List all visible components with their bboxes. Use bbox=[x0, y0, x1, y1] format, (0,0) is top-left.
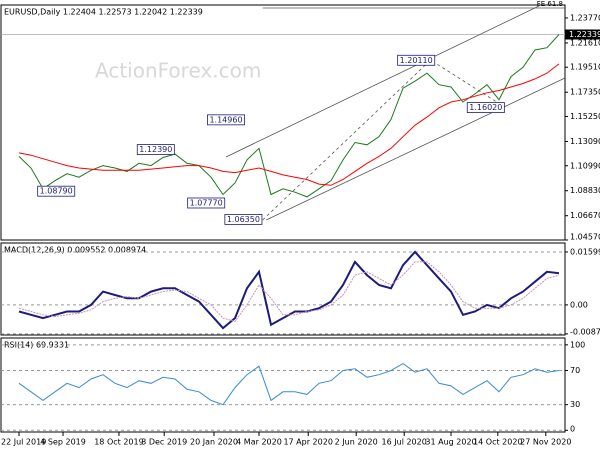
price-label: 1.12390 bbox=[139, 145, 172, 154]
panel-frame bbox=[0, 242, 566, 336]
x-tick-label: 31 Aug 2020 bbox=[425, 438, 476, 447]
last-price-label: 1.22339 bbox=[569, 30, 600, 39]
y-tick-label: 0.00 bbox=[570, 300, 588, 309]
y-tick-label: 1.19510 bbox=[570, 63, 600, 72]
series-line bbox=[18, 363, 560, 406]
series-line bbox=[18, 261, 560, 322]
y-tick-label: 1.08830 bbox=[570, 186, 600, 195]
trendline bbox=[266, 77, 566, 221]
x-tick-label: 4 Mar 2020 bbox=[236, 438, 282, 447]
trendline bbox=[225, 4, 542, 158]
x-tick-label: 2 Jun 2020 bbox=[335, 438, 378, 447]
price-label: 1.20110 bbox=[400, 56, 433, 65]
y-tick-label: 100 bbox=[570, 340, 585, 349]
price-label-box bbox=[397, 54, 436, 66]
price-label-box bbox=[224, 214, 263, 225]
y-tick-label: 1.13090 bbox=[570, 137, 600, 146]
price-label: 1.07770 bbox=[190, 198, 223, 207]
price-label-box bbox=[207, 114, 245, 126]
price-label: 1.14960 bbox=[209, 115, 242, 124]
y-tick-label: 1.04570 bbox=[570, 233, 600, 242]
price-label-box bbox=[136, 144, 175, 155]
y-tick-label: 1.23770 bbox=[570, 13, 600, 22]
y-tick-label: 70 bbox=[570, 366, 580, 375]
x-tick-label: 18 Oct 2019 bbox=[94, 438, 143, 447]
price-label-box bbox=[466, 102, 505, 113]
x-tick-label: 20 Jan 2020 bbox=[190, 438, 238, 447]
panel-title: RSI(14) 69.9331 bbox=[4, 341, 69, 350]
y-tick-label: 0 bbox=[570, 425, 575, 434]
y-tick-label: 1.17350 bbox=[570, 88, 600, 97]
price-label: 1.06350 bbox=[227, 215, 260, 224]
price-label: 1.08790 bbox=[40, 187, 73, 196]
y-tick-label: -0.00876 bbox=[570, 328, 600, 337]
watermark: ActionForex.com bbox=[95, 59, 261, 83]
price-label-box bbox=[37, 185, 76, 197]
panel-frame bbox=[0, 337, 566, 433]
x-tick-label: 16 Jul 2020 bbox=[382, 438, 427, 447]
series-line bbox=[18, 63, 560, 186]
x-tick-label: 22 Jul 2019 bbox=[1, 438, 46, 447]
price-label-box bbox=[187, 197, 226, 209]
fibo-label: FE 61.8 bbox=[537, 0, 563, 8]
x-tick-label: 27 Nov 2020 bbox=[520, 438, 571, 447]
panel-title: MACD(12,26,9) 0.009552 0.008974 bbox=[4, 246, 146, 255]
y-tick-label: 0.015991 bbox=[570, 247, 600, 256]
x-tick-label: 17 Apr 2020 bbox=[283, 438, 332, 447]
y-tick-label: 30 bbox=[570, 400, 580, 409]
x-tick-label: 3 Dec 2019 bbox=[141, 438, 187, 447]
y-tick-label: 1.21610 bbox=[570, 38, 600, 47]
y-tick-label: 1.06670 bbox=[570, 211, 600, 220]
x-tick-label: 14 Oct 2020 bbox=[473, 438, 522, 447]
panel-frame bbox=[0, 4, 566, 241]
last-price-box bbox=[565, 29, 600, 40]
y-tick-label: 1.15250 bbox=[570, 112, 600, 121]
panel-title: EURUSD,Daily 1.22404 1.22573 1.22042 1.2… bbox=[4, 8, 203, 17]
price-label: 1.16020 bbox=[469, 103, 502, 112]
x-tick-label: 4 Sep 2019 bbox=[40, 438, 86, 447]
y-tick-label: 1.10990 bbox=[570, 161, 600, 170]
